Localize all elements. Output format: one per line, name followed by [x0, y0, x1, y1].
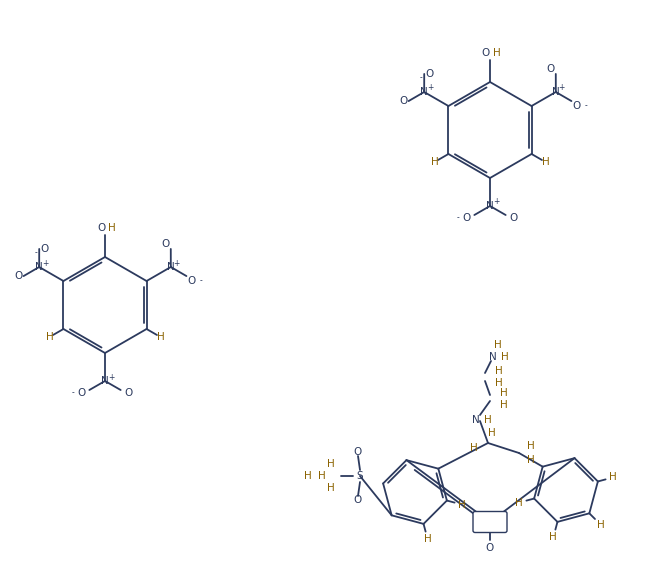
- Text: H: H: [327, 483, 335, 493]
- Text: +: +: [174, 258, 180, 268]
- Text: H: H: [327, 459, 335, 469]
- Text: +: +: [42, 258, 48, 268]
- Text: -: -: [420, 73, 422, 83]
- Text: N: N: [552, 87, 560, 97]
- Text: -: -: [200, 276, 203, 286]
- Text: +: +: [427, 84, 434, 92]
- Text: -: -: [72, 388, 75, 398]
- Text: O: O: [510, 213, 518, 223]
- Text: H: H: [500, 388, 508, 398]
- Text: O: O: [482, 48, 490, 58]
- Text: H: H: [495, 378, 503, 388]
- Text: Abs: Abs: [482, 518, 498, 526]
- Text: H: H: [108, 223, 116, 233]
- Text: O: O: [399, 96, 408, 106]
- Text: O: O: [40, 244, 48, 254]
- Text: O: O: [354, 495, 362, 505]
- Text: H: H: [46, 332, 53, 342]
- Text: H: H: [470, 443, 478, 453]
- Text: H: H: [542, 157, 549, 167]
- Text: O: O: [546, 64, 555, 74]
- Text: O: O: [77, 388, 85, 398]
- Text: N: N: [420, 87, 428, 97]
- Text: +: +: [558, 84, 565, 92]
- Text: H: H: [488, 428, 496, 438]
- Text: H: H: [501, 352, 509, 362]
- Text: O: O: [486, 543, 494, 553]
- Text: -: -: [457, 213, 460, 223]
- Text: H: H: [318, 471, 326, 481]
- Text: H: H: [527, 455, 535, 465]
- Text: H: H: [495, 366, 503, 376]
- Text: H: H: [515, 498, 523, 508]
- Text: H: H: [500, 400, 508, 410]
- Text: +: +: [108, 373, 114, 381]
- Text: O: O: [425, 69, 434, 79]
- Text: H: H: [156, 332, 164, 342]
- Text: O: O: [187, 276, 195, 286]
- Text: H: H: [484, 415, 492, 425]
- Text: S: S: [356, 471, 363, 481]
- Text: H: H: [424, 534, 432, 544]
- Text: +: +: [493, 197, 499, 207]
- Text: -: -: [585, 102, 588, 111]
- Text: N: N: [167, 262, 175, 272]
- Text: H: H: [597, 520, 605, 530]
- Text: H: H: [493, 48, 501, 58]
- Text: O: O: [162, 239, 170, 249]
- Text: N: N: [101, 376, 109, 386]
- Text: O: O: [15, 271, 22, 281]
- Text: H: H: [549, 533, 557, 542]
- Text: O: O: [462, 213, 471, 223]
- Text: O: O: [572, 101, 581, 111]
- Text: H: H: [459, 500, 466, 509]
- Text: N: N: [472, 415, 480, 425]
- Text: N: N: [489, 352, 497, 362]
- Text: -: -: [35, 249, 38, 257]
- Text: O: O: [354, 447, 362, 457]
- Text: H: H: [609, 473, 617, 482]
- Text: O: O: [125, 388, 133, 398]
- Text: H: H: [527, 441, 535, 451]
- FancyBboxPatch shape: [473, 511, 507, 533]
- Text: H: H: [494, 340, 502, 350]
- Text: N: N: [486, 201, 494, 211]
- Text: H: H: [304, 471, 312, 481]
- Text: O: O: [97, 223, 105, 233]
- Text: H: H: [431, 157, 438, 167]
- Text: N: N: [35, 262, 43, 272]
